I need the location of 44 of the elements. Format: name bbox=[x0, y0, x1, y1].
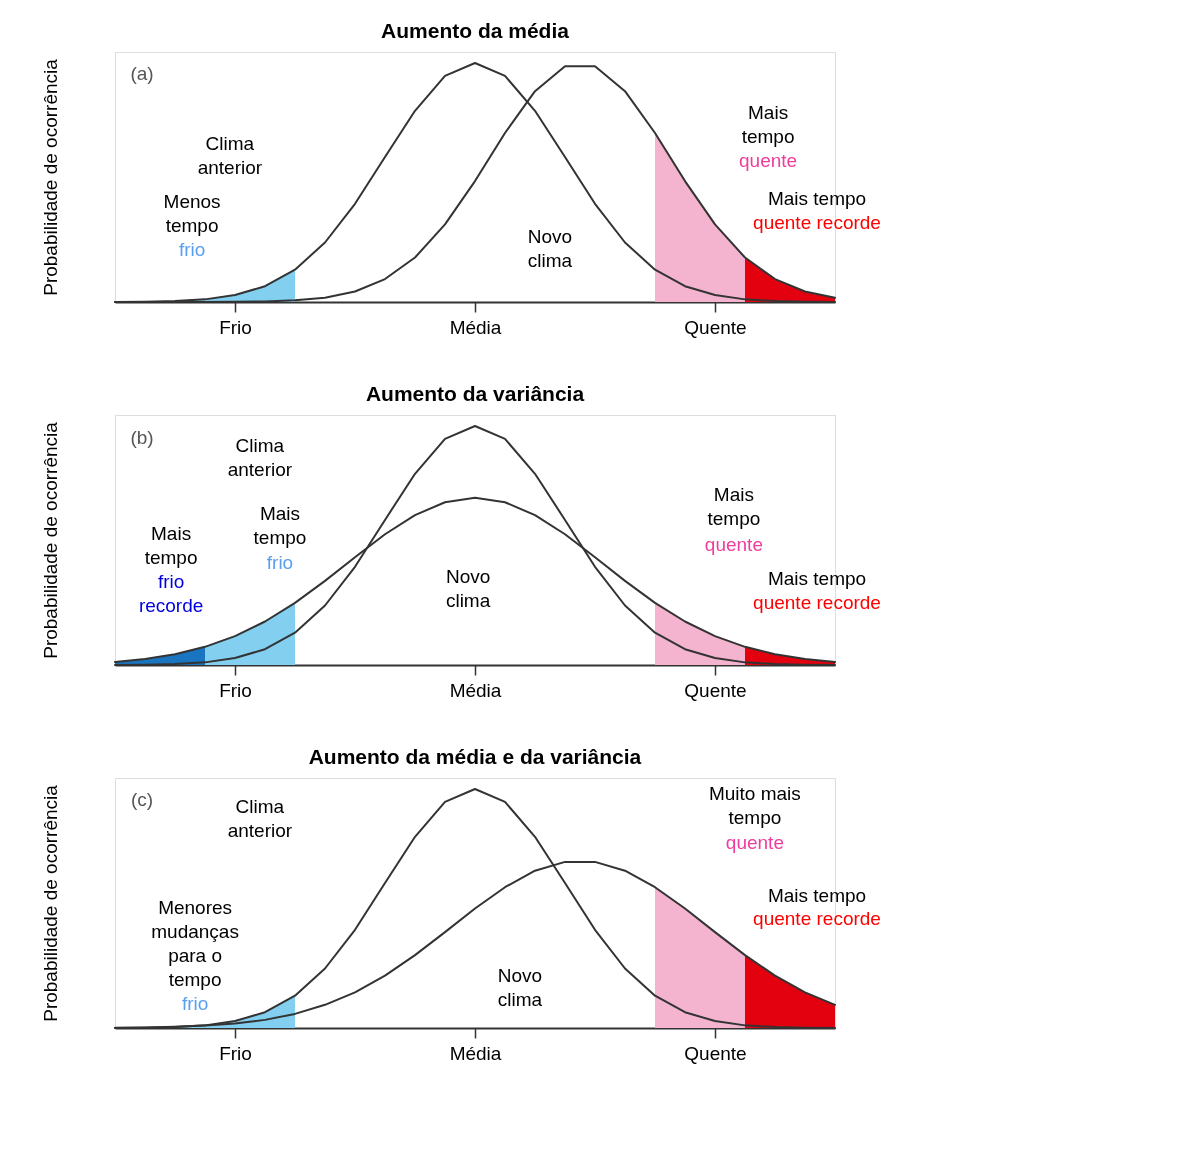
annotation: Clima anterior bbox=[197, 133, 263, 179]
annotation: Novo clima bbox=[445, 565, 491, 611]
x-tick-label: Média bbox=[449, 679, 502, 701]
annotation: quente recorde bbox=[753, 212, 881, 234]
annotation: quente bbox=[739, 149, 798, 171]
annotation: frio bbox=[178, 239, 206, 261]
y-axis-title: Probabilidade de ocorrência bbox=[39, 58, 61, 296]
y-axis-title: Probabilidade de ocorrência bbox=[39, 784, 61, 1022]
annotation: Muito mais tempo bbox=[708, 782, 801, 828]
annotation: quente recorde bbox=[753, 591, 881, 613]
annotation: Mais tempo bbox=[767, 187, 867, 209]
annotation: quente bbox=[725, 831, 784, 853]
x-tick-label: Média bbox=[449, 1042, 502, 1064]
annotation: Menos tempo bbox=[163, 190, 221, 236]
x-tick-label: Quente bbox=[684, 679, 747, 701]
x-tick-label: Quente bbox=[684, 1042, 747, 1064]
annotation: Novo clima bbox=[527, 226, 573, 272]
annotation: (c) bbox=[130, 788, 154, 810]
x-tick-label: Média bbox=[449, 316, 502, 338]
annotation: (b) bbox=[130, 426, 154, 448]
annotation: Clima anterior bbox=[227, 795, 293, 841]
annotation: quente bbox=[704, 533, 763, 555]
y-axis-title: Probabilidade de ocorrência bbox=[39, 421, 61, 659]
annotation: Clima anterior bbox=[227, 434, 293, 480]
x-tick-label: Frio bbox=[219, 679, 252, 701]
annotation: frio bbox=[181, 993, 209, 1015]
x-tick-label: Quente bbox=[684, 316, 747, 338]
annotation: Menores mudanças para o tempo bbox=[151, 896, 239, 990]
x-tick-label: Frio bbox=[219, 1042, 252, 1064]
annotation: Mais tempo bbox=[707, 484, 761, 530]
x-tick-label: Frio bbox=[219, 316, 252, 338]
chart-title: Aumento da média e da variância bbox=[308, 745, 642, 768]
annotation: frio recorde bbox=[138, 571, 204, 617]
annotation: Mais tempo bbox=[767, 884, 867, 906]
annotation: Mais tempo bbox=[741, 102, 795, 148]
annotation: Novo clima bbox=[497, 965, 543, 1011]
annotation: Mais tempo bbox=[144, 522, 198, 568]
annotation: frio bbox=[266, 552, 294, 574]
annotation: (a) bbox=[130, 62, 154, 84]
chart-title: Aumento da média bbox=[381, 19, 570, 42]
annotation: Mais tempo bbox=[253, 503, 307, 549]
annotation: Mais tempo bbox=[767, 567, 867, 589]
annotation: quente recorde bbox=[753, 908, 881, 930]
chart-title: Aumento da variância bbox=[365, 382, 585, 405]
